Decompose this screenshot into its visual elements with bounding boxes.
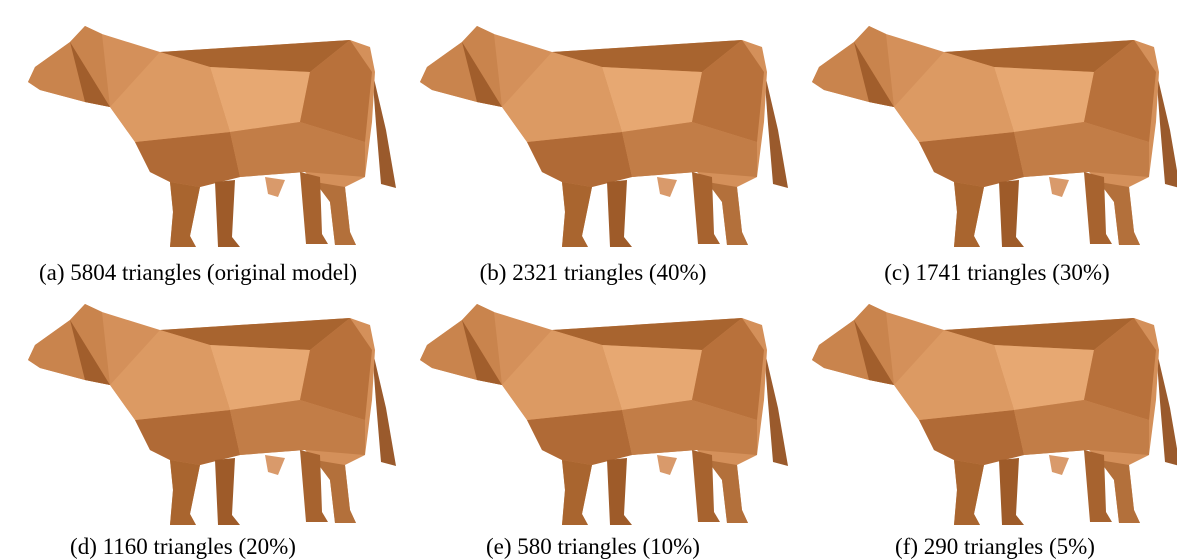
caption: (e) 580 triangles (10%) — [486, 534, 700, 559]
figure: (a) 5804 triangles (original model) (b) … — [0, 0, 1177, 560]
caption: (c) 1741 triangles (30%) — [884, 260, 1109, 285]
caption: (a) 5804 triangles (original model) — [39, 260, 357, 285]
caption: (d) 1160 triangles (20%) — [70, 534, 296, 559]
caption: (b) 2321 triangles (40%) — [480, 260, 707, 285]
caption: (f) 290 triangles (5%) — [895, 534, 1095, 559]
